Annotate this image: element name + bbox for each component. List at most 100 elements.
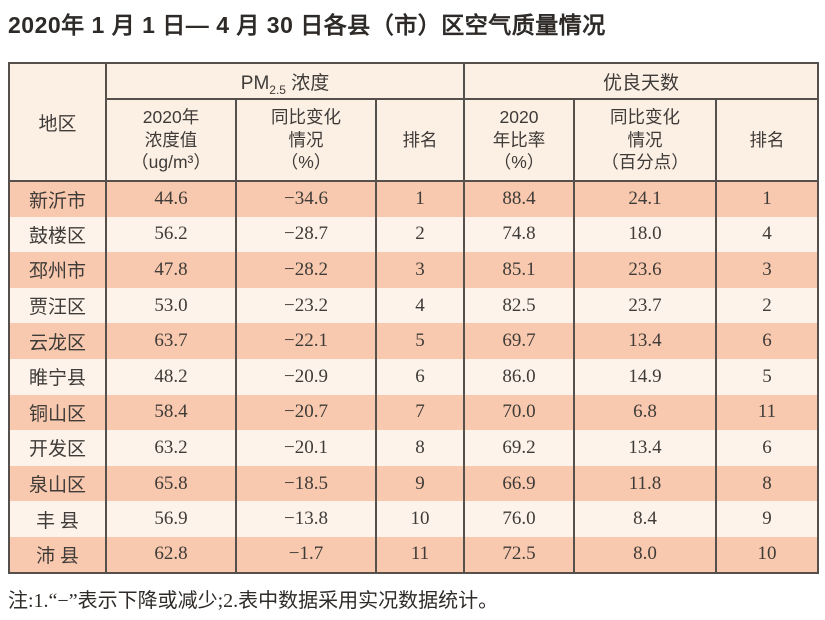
page-title: 2020年 1 月 1 日— 4 月 30 日各县（市）区空气质量情况 (8, 12, 606, 38)
pm-value-cell: 56.2 (105, 216, 236, 253)
good-rank-cell: 4 (715, 216, 819, 253)
pm-change-cell: −1.7 (235, 536, 376, 573)
pm-change-cell: −22.1 (235, 323, 376, 359)
pm-change-cell: −20.1 (235, 430, 376, 466)
good-rank-cell: 11 (715, 394, 819, 431)
pm-value-cell: 58.4 (105, 394, 236, 431)
table-row: 睢宁县 48.2 −20.9 6 86.0 14.9 5 (8, 358, 819, 395)
pm-change-cell: −28.2 (235, 252, 376, 288)
table-row: 鼓楼区 56.2 −28.7 2 74.8 18.0 4 (8, 216, 819, 253)
table-row: 新沂市 44.6 −34.6 1 88.4 24.1 1 (8, 181, 819, 217)
good-change-cell: 18.0 (573, 216, 717, 253)
table-row: 沛 县 62.8 −1.7 11 72.5 8.0 10 (8, 536, 819, 573)
header-pm-value: 2020年 浓度值 （ug/m³） (105, 99, 236, 182)
table-body: 新沂市 44.6 −34.6 1 88.4 24.1 1 鼓楼区 56.2 −28.7 2 74.8 1… (8, 181, 819, 573)
air-quality-table: 地区 PM2.5 浓度 优良天数 2020年 浓度值 （ug/m³） 同比变化 … (8, 62, 820, 574)
pm-change-cell: −20.9 (235, 358, 376, 395)
region-cell: 铜山区 (8, 394, 106, 431)
good-rank-cell: 6 (715, 430, 819, 466)
good-ratio-cell: 86.0 (463, 358, 575, 395)
good-change-cell: 13.4 (573, 323, 717, 359)
region-cell: 贾汪区 (8, 287, 106, 324)
pm-value-cell: 62.8 (105, 536, 236, 573)
table-row: 丰 县 56.9 −13.8 10 76.0 8.4 9 (8, 501, 819, 537)
good-ratio-cell: 72.5 (463, 536, 575, 573)
pm-rank-cell: 1 (374, 181, 465, 217)
good-change-cell: 23.7 (573, 287, 717, 324)
header-region: 地区 (8, 63, 106, 182)
good-rank-cell: 1 (715, 181, 819, 217)
pm-rank-cell: 11 (374, 536, 465, 573)
pm-label-base: PM (240, 72, 270, 94)
table-row: 邳州市 47.8 −28.2 3 85.1 23.6 3 (8, 252, 819, 288)
good-change-cell: 14.9 (573, 358, 717, 395)
good-rank-cell: 5 (715, 358, 819, 395)
region-cell: 沛 县 (8, 536, 106, 573)
header-good-rank: 排名 (715, 99, 819, 182)
header-group-row: 地区 PM2.5 浓度 优良天数 (8, 63, 819, 182)
table-row: 开发区 63.2 −20.1 8 69.2 13.4 6 (8, 430, 819, 466)
pm-value-cell: 48.2 (105, 358, 236, 395)
table-header: 地区 PM2.5 浓度 优良天数 2020年 浓度值 （ug/m³） 同比变化 … (8, 63, 819, 182)
good-change-cell: 8.0 (573, 536, 717, 573)
pm-rank-cell: 3 (374, 252, 465, 288)
good-change-cell: 24.1 (573, 181, 717, 217)
good-rank-cell: 3 (715, 252, 819, 288)
region-cell: 开发区 (8, 430, 106, 466)
footnote: 注:1.“−”表示下降或减少;2.表中数据采用实况数据统计。 (8, 590, 499, 612)
good-rank-cell: 10 (715, 536, 819, 573)
pm-change-cell: −28.7 (235, 216, 376, 253)
good-rank-cell: 2 (715, 287, 819, 324)
region-cell: 邳州市 (8, 252, 106, 288)
good-ratio-cell: 70.0 (463, 394, 575, 431)
pm-change-cell: −20.7 (235, 394, 376, 431)
pm-value-cell: 63.2 (105, 430, 236, 466)
header-sub-row: 2020年 浓度值 （ug/m³） 同比变化 情况 （%） 排名 2020 年比… (9, 99, 819, 182)
pm-rank-cell: 8 (374, 430, 465, 466)
pm-change-cell: −23.2 (235, 287, 376, 324)
good-change-cell: 13.4 (573, 430, 717, 466)
pm-value-cell: 47.8 (105, 252, 236, 288)
good-ratio-cell: 88.4 (463, 181, 575, 217)
pm-value-cell: 65.8 (105, 465, 236, 502)
pm-value-cell: 63.7 (105, 323, 236, 359)
header-pm-change: 同比变化 情况 （%） (235, 99, 376, 182)
pm-change-cell: −18.5 (235, 465, 376, 502)
pm-label-suffix: 浓度 (285, 72, 330, 94)
good-rank-cell: 8 (715, 465, 819, 502)
good-change-cell: 11.8 (573, 465, 717, 502)
table-row: 铜山区 58.4 −20.7 7 70.0 6.8 11 (8, 394, 819, 431)
good-change-cell: 23.6 (573, 252, 717, 288)
region-cell: 睢宁县 (8, 358, 106, 395)
pm-rank-cell: 2 (374, 216, 465, 253)
table-row: 贾汪区 53.0 −23.2 4 82.5 23.7 2 (8, 287, 819, 324)
good-ratio-cell: 85.1 (463, 252, 575, 288)
good-ratio-cell: 69.2 (463, 430, 575, 466)
pm-value-cell: 44.6 (105, 181, 236, 217)
region-cell: 泉山区 (8, 465, 106, 502)
good-ratio-cell: 74.8 (463, 216, 575, 253)
pm-change-cell: −34.6 (235, 181, 376, 217)
region-cell: 鼓楼区 (8, 216, 106, 253)
pm-rank-cell: 5 (374, 323, 465, 359)
header-pm-rank: 排名 (374, 99, 465, 182)
good-ratio-cell: 82.5 (463, 287, 575, 324)
header-good-ratio: 2020 年比率 （%） (463, 99, 575, 182)
pm-rank-cell: 4 (374, 287, 465, 324)
region-cell: 新沂市 (8, 181, 106, 217)
good-ratio-cell: 69.7 (463, 323, 575, 359)
good-rank-cell: 6 (715, 323, 819, 359)
good-rank-cell: 9 (715, 501, 819, 537)
good-change-cell: 6.8 (573, 394, 717, 431)
pm-value-cell: 53.0 (105, 287, 236, 324)
pm-rank-cell: 9 (374, 465, 465, 502)
header-good-days-group: 优良天数 (463, 63, 819, 100)
region-cell: 云龙区 (8, 323, 106, 359)
header-pm-group: PM2.5 浓度 (104, 63, 465, 100)
good-ratio-cell: 66.9 (463, 465, 575, 502)
pm-rank-cell: 6 (374, 358, 465, 395)
table-row: 云龙区 63.7 −22.1 5 69.7 13.4 6 (8, 323, 819, 359)
good-change-cell: 8.4 (573, 501, 717, 537)
pm-change-cell: −13.8 (235, 501, 376, 537)
